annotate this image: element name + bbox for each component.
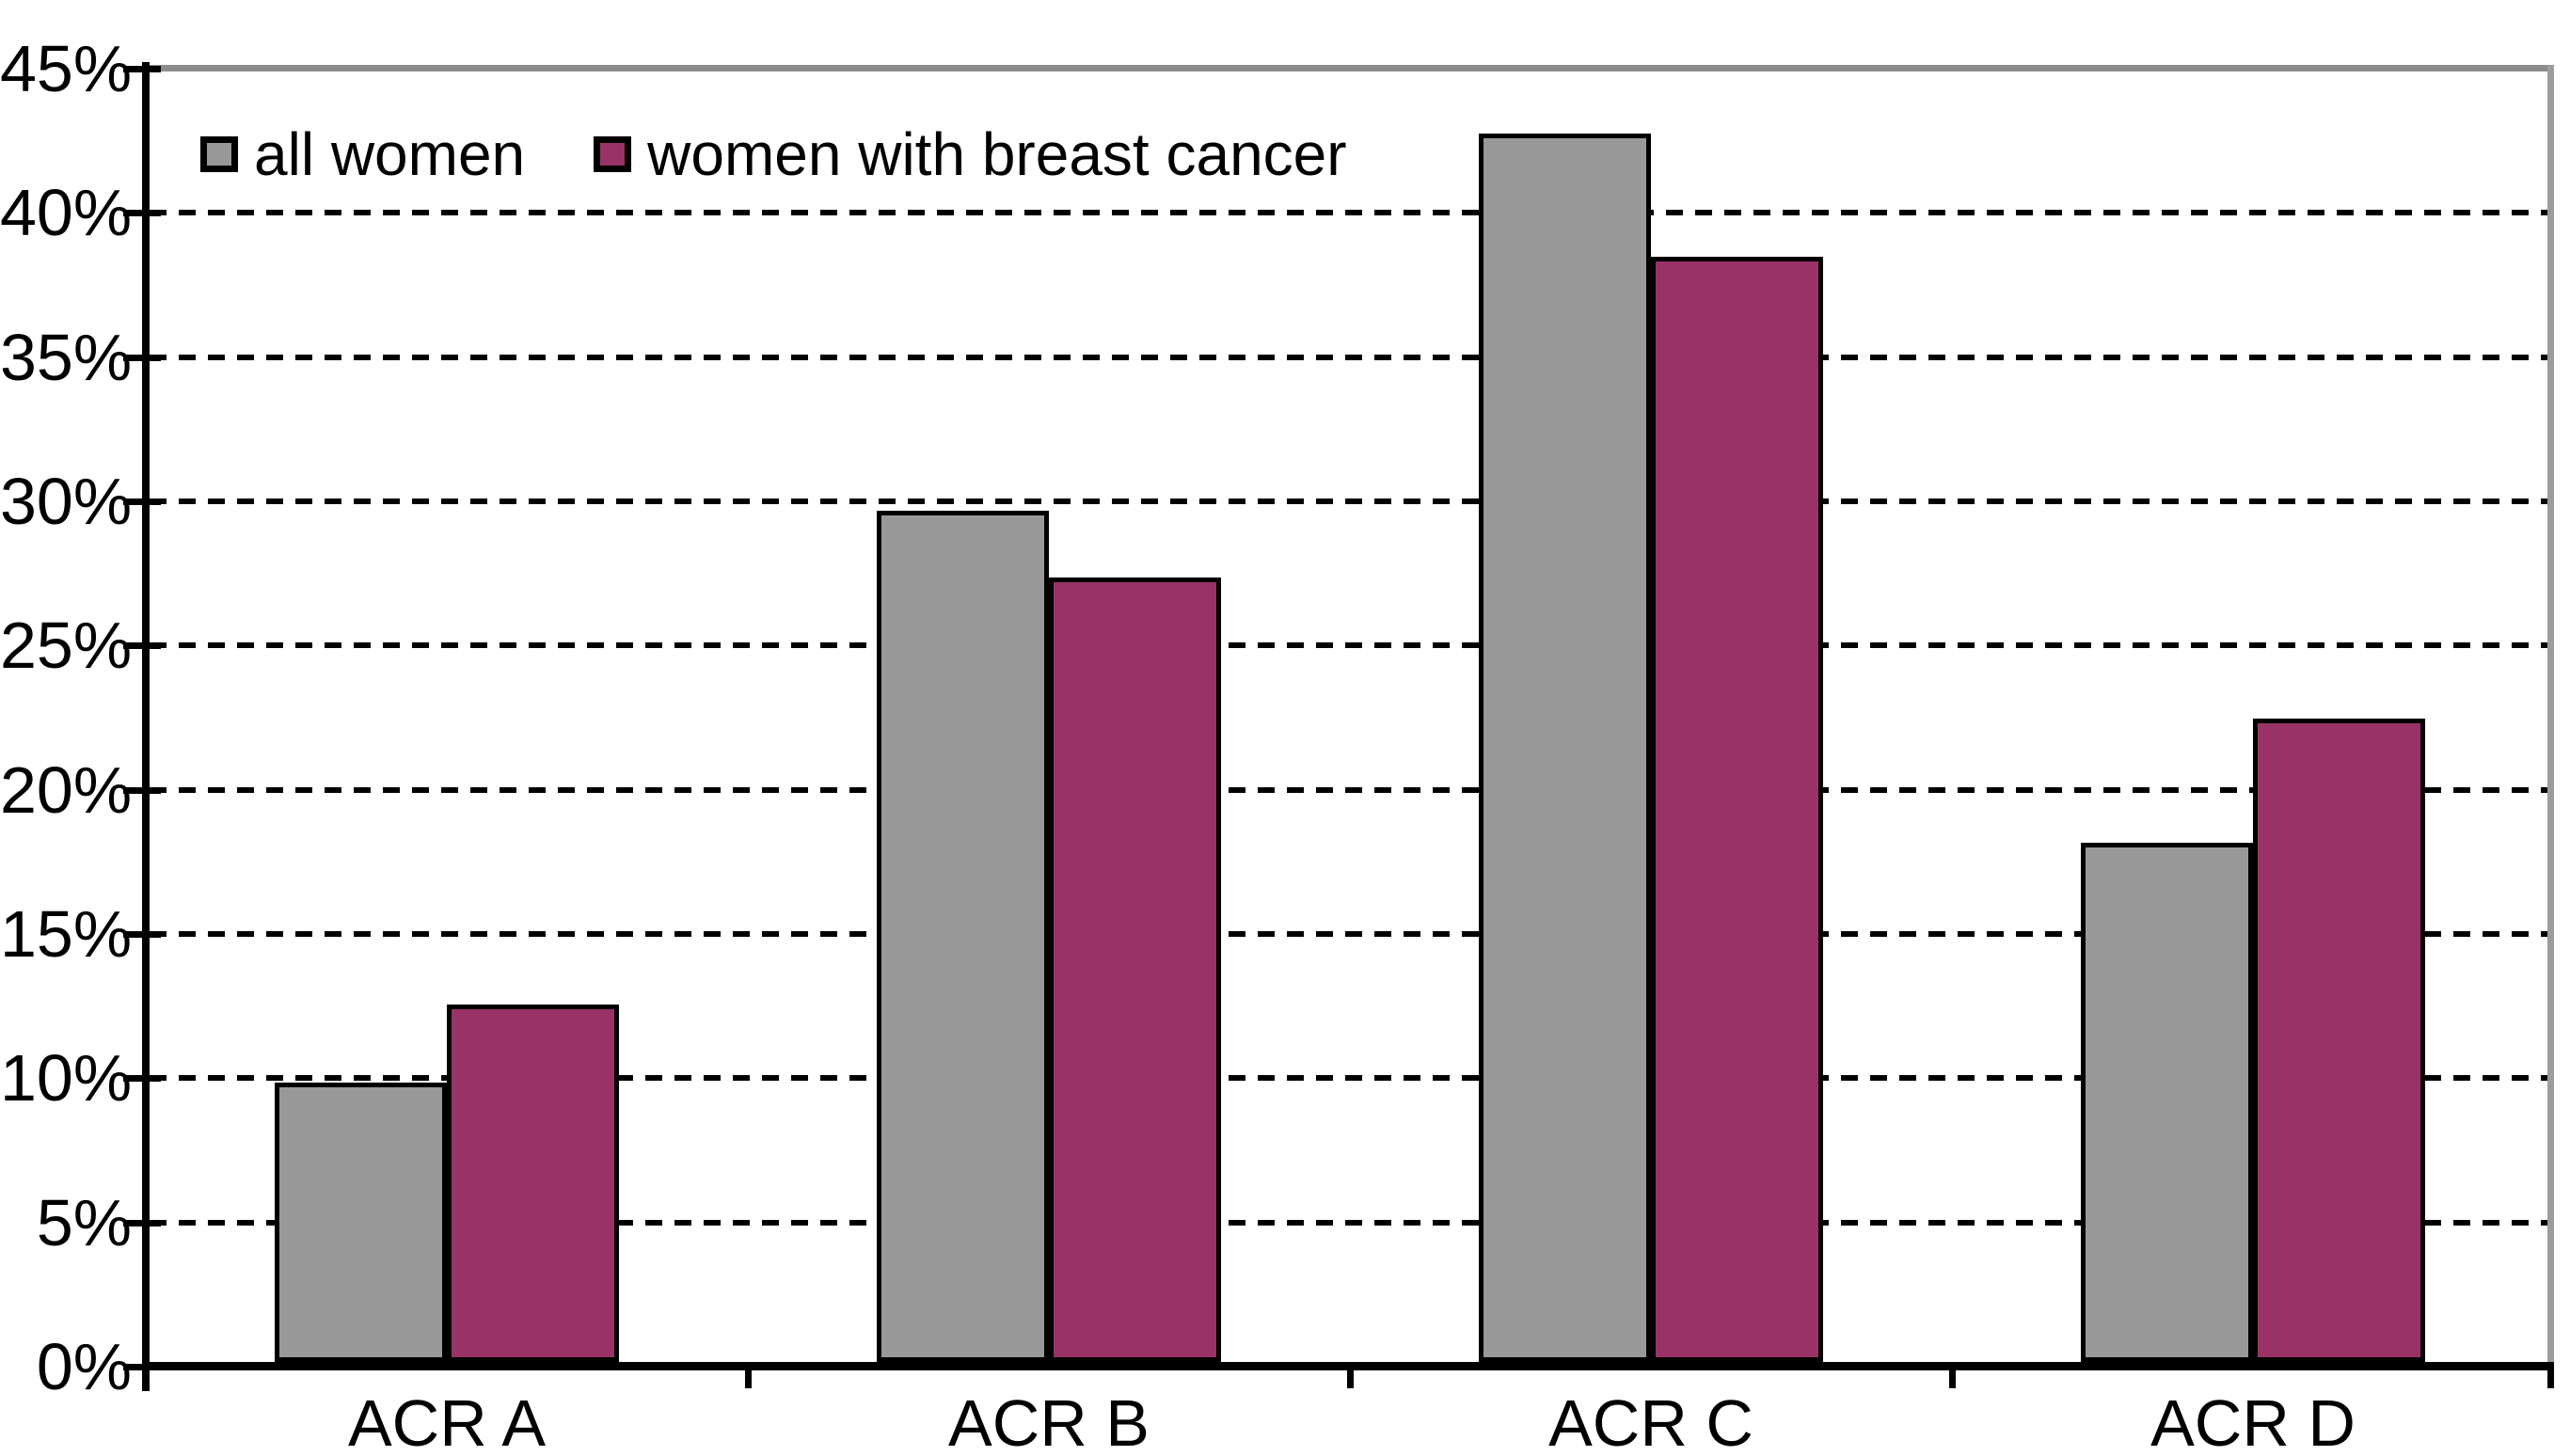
legend-label-women-with-breast-cancer: women with breast cancer bbox=[647, 120, 1347, 188]
y-axis-label-5pct: 5% bbox=[36, 1185, 132, 1259]
y-axis-tick-20pct bbox=[123, 786, 161, 794]
y-axis-tick-10pct bbox=[123, 1075, 161, 1083]
y-axis-label-35pct: 35% bbox=[0, 320, 133, 394]
bar-women-with-breast-cancer-acr-b bbox=[1049, 578, 1221, 1362]
bar-women-with-breast-cancer-acr-c bbox=[1651, 257, 1823, 1362]
y-axis-tick-15pct bbox=[123, 931, 161, 938]
x-axis-tick-right bbox=[2547, 1362, 2554, 1388]
x-axis-tick-3 bbox=[1949, 1362, 1956, 1388]
y-axis-tick-45pct bbox=[123, 66, 161, 72]
gridline-20pct bbox=[150, 786, 2547, 793]
y-axis-tick-35pct bbox=[123, 354, 161, 361]
y-axis-label-40pct: 40% bbox=[0, 176, 133, 250]
gridline-35pct bbox=[150, 354, 2547, 360]
y-axis-label-25pct: 25% bbox=[0, 609, 133, 683]
gridline-5pct bbox=[150, 1219, 2547, 1226]
y-axis-tick-40pct bbox=[123, 210, 161, 217]
legend-item-women-with-breast-cancer: women with breast cancer bbox=[594, 120, 1347, 188]
x-axis-label-acr-a: ACR A bbox=[347, 1386, 547, 1456]
plot-border-right bbox=[2547, 65, 2554, 1370]
x-axis-tick-1 bbox=[745, 1362, 752, 1388]
y-axis-label-45pct: 45% bbox=[0, 32, 133, 105]
gridline-40pct bbox=[150, 210, 2547, 216]
x-axis-label-acr-d: ACR D bbox=[2150, 1386, 2356, 1456]
bar-all-women-acr-c bbox=[1479, 134, 1651, 1362]
y-axis-label-0pct: 0% bbox=[36, 1330, 132, 1403]
y-axis-line bbox=[142, 62, 150, 1391]
legend: all women women with breast cancer bbox=[200, 121, 1347, 187]
gridline-15pct bbox=[150, 931, 2547, 937]
bar-all-women-acr-d bbox=[2081, 843, 2253, 1362]
gridline-30pct bbox=[150, 499, 2547, 504]
plot-border-top bbox=[142, 65, 2554, 71]
bar-all-women-acr-b bbox=[877, 511, 1049, 1362]
legend-item-all-women: all women bbox=[200, 121, 525, 187]
y-axis-tick-5pct bbox=[123, 1219, 161, 1227]
y-axis-tick-0pct bbox=[123, 1364, 161, 1370]
gridline-10pct bbox=[150, 1075, 2547, 1082]
y-axis-tick-25pct bbox=[123, 642, 161, 650]
legend-label-all-women: all women bbox=[254, 120, 526, 188]
bar-all-women-acr-a bbox=[275, 1083, 447, 1362]
x-axis-tick-2 bbox=[1347, 1362, 1354, 1388]
y-axis-label-20pct: 20% bbox=[0, 752, 133, 827]
legend-swatch-all-women bbox=[200, 136, 238, 172]
y-axis-label-30pct: 30% bbox=[0, 465, 133, 538]
bar-women-with-breast-cancer-acr-d bbox=[2253, 719, 2425, 1362]
y-axis-label-15pct: 15% bbox=[0, 897, 133, 971]
x-axis-label-acr-b: ACR B bbox=[948, 1386, 1150, 1456]
gridline-25pct bbox=[150, 642, 2547, 649]
legend-swatch-women-with-breast-cancer bbox=[594, 136, 632, 172]
y-axis-label-10pct: 10% bbox=[0, 1041, 133, 1116]
bar-women-with-breast-cancer-acr-a bbox=[447, 1005, 619, 1362]
x-axis-label-acr-c: ACR C bbox=[1548, 1386, 1753, 1456]
y-axis-tick-30pct bbox=[123, 499, 161, 505]
